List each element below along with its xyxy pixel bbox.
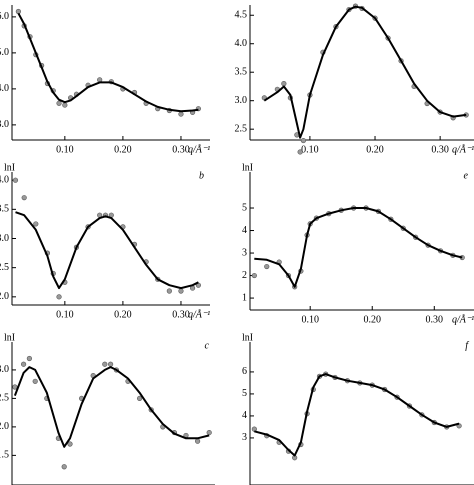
fit-line [13, 366, 210, 448]
data-point [107, 361, 114, 367]
fit-line [263, 5, 467, 139]
x-tick-label: 0.30 [172, 309, 190, 320]
data-point [21, 361, 27, 367]
y-tick-label: 3.0 [0, 119, 9, 130]
data-point [178, 288, 184, 294]
x-tick-label: 0.10 [301, 314, 319, 325]
y-axis-label: lnI [242, 162, 253, 173]
data-point [21, 195, 27, 201]
data-point [56, 100, 62, 106]
y-axis-label: lnI [242, 332, 253, 343]
data-point [15, 8, 21, 15]
data-point [33, 221, 39, 227]
data-point [61, 464, 67, 470]
x-tick-label: 0.10 [56, 309, 74, 320]
data-point [300, 137, 306, 144]
data-point [56, 294, 62, 300]
y-tick-label: 2.0 [0, 421, 9, 432]
y-axis-label: lnI [4, 332, 15, 343]
data-point [32, 378, 38, 384]
y-tick-label: 6 [242, 366, 247, 377]
data-point [102, 361, 108, 367]
x-tick-label: 0.20 [366, 144, 384, 155]
y-tick-label: 4.5 [235, 10, 248, 21]
x-axis-label: q/Å⁻¹ [452, 143, 474, 155]
data-point [12, 177, 19, 183]
y-tick-label: 3 [242, 247, 247, 258]
data-point [281, 81, 287, 87]
data-point [195, 438, 201, 444]
y-tick-label: 4 [242, 225, 247, 236]
y-axis-label: lnI [4, 162, 15, 173]
data-point [251, 272, 257, 279]
y-tick-label: 3.5 [0, 204, 9, 215]
y-tick-label: 2.0 [0, 291, 9, 302]
data-point [166, 288, 172, 294]
x-tick-label: 0.10 [56, 144, 74, 155]
y-tick-label: 2.5 [0, 262, 9, 273]
x-tick-label: 0.20 [114, 144, 132, 155]
data-point [206, 429, 212, 436]
y-tick-label: 1 [242, 292, 247, 303]
x-axis-label: q/Å⁻¹ [452, 313, 474, 325]
data-point [178, 111, 184, 117]
fit-line [254, 373, 460, 457]
x-axis-label: q/Å⁻¹ [188, 308, 210, 320]
data-point [67, 441, 73, 447]
y-tick-label: 4.0 [0, 174, 9, 185]
y-tick-label: 4.0 [0, 83, 9, 94]
x-axis-label: q/Å⁻¹ [188, 143, 210, 155]
panel-label: f [465, 340, 469, 351]
x-tick-label: 0.20 [114, 309, 132, 320]
y-tick-label: 1.5 [0, 450, 9, 461]
y-tick-label: 3.0 [235, 95, 248, 106]
y-tick-label: 3.5 [235, 67, 248, 78]
data-point [26, 355, 33, 362]
y-tick-label: 5.0 [0, 47, 9, 58]
x-tick-label: 0.30 [426, 314, 444, 325]
panel-label: e [464, 170, 469, 181]
data-point [264, 263, 270, 270]
y-tick-label: 3 [242, 432, 247, 443]
x-tick-label: 0.20 [363, 314, 381, 325]
y-tick-label: 4 [242, 410, 247, 421]
panel-label: c [205, 340, 210, 351]
data-point [62, 102, 68, 108]
fit-line [15, 211, 199, 290]
x-tick-label: 0.30 [431, 144, 449, 155]
fit-line [254, 207, 463, 288]
y-tick-label: 2 [242, 270, 247, 281]
y-tick-label: 2.5 [0, 393, 9, 404]
y-tick-label: 3.0 [0, 364, 9, 375]
fit-line [17, 12, 199, 113]
panel-label: b [199, 170, 204, 181]
y-tick-label: 6.0 [0, 11, 9, 22]
data-point [137, 395, 143, 402]
y-tick-label: 2.5 [235, 123, 248, 134]
y-tick-label: 4.0 [235, 38, 248, 49]
x-tick-label: 0.30 [172, 144, 190, 155]
y-tick-label: 5 [242, 202, 247, 213]
y-tick-label: 5 [242, 388, 247, 399]
data-point [297, 149, 303, 155]
y-tick-label: 3.0 [0, 233, 9, 244]
x-tick-label: 0.10 [301, 144, 319, 155]
